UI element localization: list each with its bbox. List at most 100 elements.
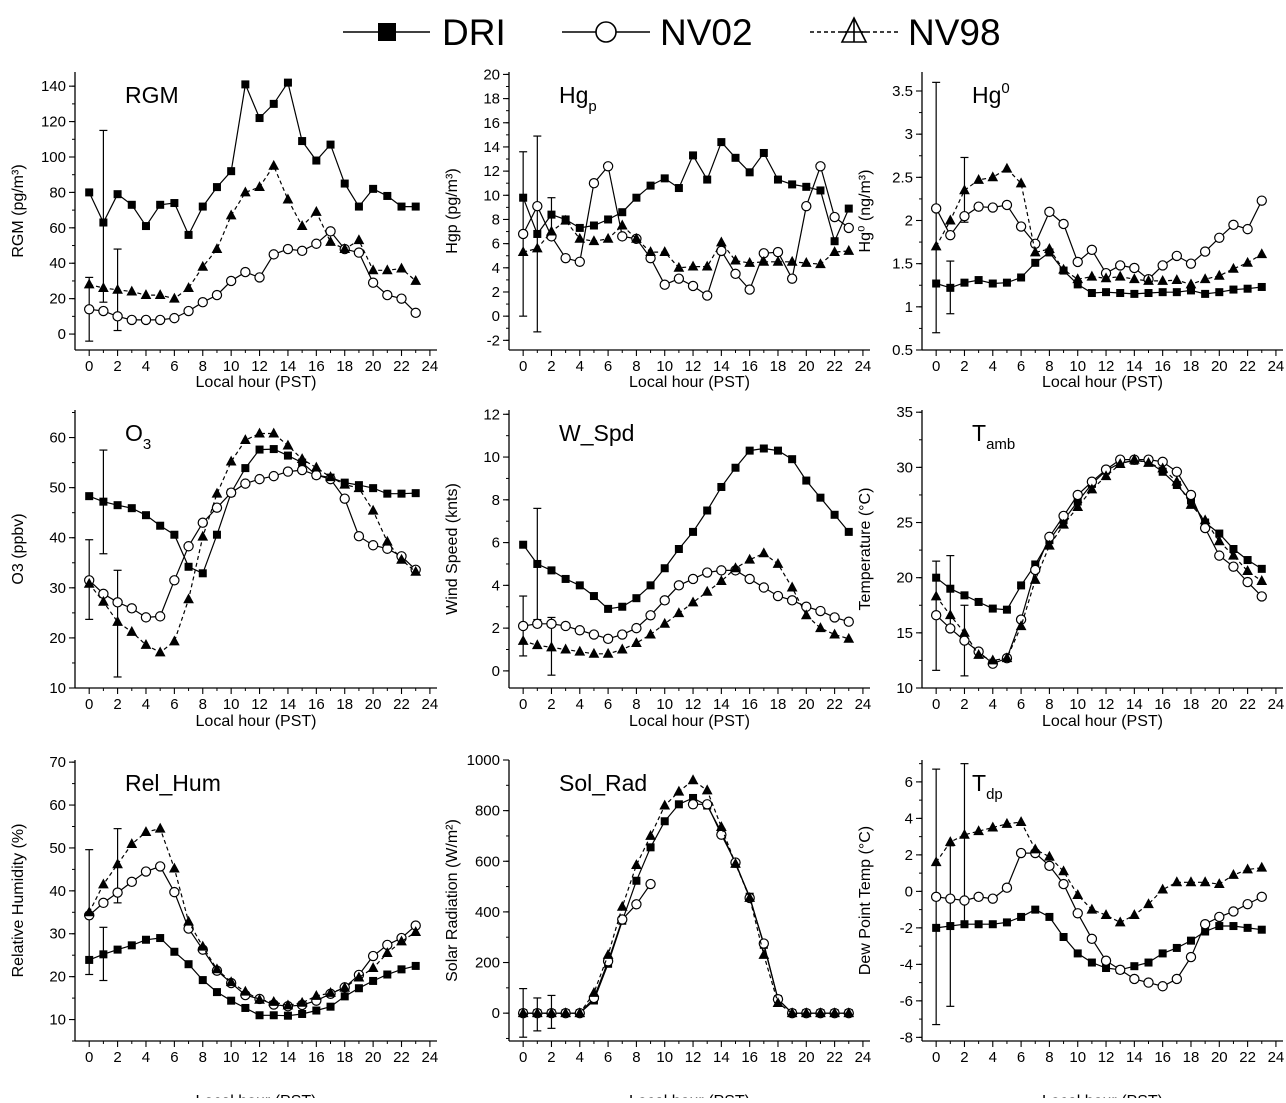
data-point-nv98 [758, 547, 770, 558]
data-point-nv02 [240, 266, 251, 278]
data-point-nv02 [532, 200, 543, 212]
data-point-dri [731, 153, 740, 162]
data-point-nv02 [1015, 847, 1027, 859]
data-point-dri [326, 1002, 335, 1011]
x-tick-label: 24 [855, 696, 872, 713]
data-point-nv02 [588, 177, 600, 189]
x-tick-label: 0 [519, 696, 527, 713]
data-point-dri [383, 489, 392, 498]
data-point-nv98 [154, 646, 166, 657]
x-tick-label: 12 [685, 358, 702, 375]
legend-marker-triangle [840, 16, 868, 43]
data-point-dri [660, 174, 669, 183]
data-point-nv98 [1185, 278, 1197, 289]
series-line-nv98 [523, 219, 849, 269]
x-tick-label: 18 [336, 696, 353, 713]
data-point-nv02 [1100, 955, 1112, 966]
series-nv02 [83, 464, 421, 623]
data-point-nv02 [1072, 489, 1083, 501]
data-point-dri [689, 151, 698, 160]
y-tick-label: 6 [492, 535, 500, 552]
data-point-nv02 [98, 897, 109, 909]
legend-label-dri: DRI [442, 12, 506, 53]
data-point-dri [1031, 258, 1040, 267]
data-point-nv98 [1213, 269, 1225, 280]
data-point-dri [646, 843, 655, 852]
data-point-nv98 [987, 171, 999, 182]
data-point-nv98 [381, 264, 393, 275]
data-point-nv02 [1228, 906, 1239, 917]
x-tick-label: 18 [770, 1049, 787, 1066]
data-point-nv98 [268, 159, 280, 170]
data-point-dri [354, 984, 363, 993]
data-point-dri [184, 960, 193, 969]
data-point-dri [1229, 922, 1238, 931]
series-line-dri [88, 937, 416, 1017]
data-point-nv02 [197, 296, 208, 308]
data-point-nv02 [353, 531, 365, 542]
data-point-dri [269, 99, 278, 108]
x-tick-label: 20 [798, 696, 815, 713]
data-point-dri [255, 1011, 264, 1020]
data-point-nv98 [239, 186, 251, 197]
data-point-nv98 [959, 828, 970, 839]
series-line-dri [936, 908, 1262, 971]
data-point-dri [731, 463, 740, 472]
series-line-dri [522, 140, 850, 243]
data-point-dri [632, 876, 641, 885]
data-point-nv98 [930, 856, 942, 867]
data-point-nv98 [381, 947, 393, 958]
data-point-nv98 [1157, 274, 1169, 285]
data-point-nv98 [1213, 535, 1225, 546]
data-point-dri [1229, 545, 1238, 553]
data-point-dri [170, 530, 179, 539]
data-point-dri [589, 592, 598, 601]
data-point-dri [1017, 581, 1026, 590]
data-point-nv98 [1015, 177, 1027, 188]
data-point-nv98 [1143, 457, 1154, 467]
data-point-nv02 [126, 603, 137, 614]
data-point-dri [298, 137, 307, 146]
data-point-nv02 [772, 590, 784, 602]
data-point-nv98 [973, 648, 984, 659]
x-tick-label: 4 [142, 696, 150, 713]
charts-svg: 0 2 4 6 8 10 12 14 16 18 20 22 24020406080100120140L… [10, 66, 1284, 1103]
x-tick-label: 10 [656, 358, 673, 375]
y-tick-label: 30 [896, 459, 913, 476]
y-tick-label: 20 [483, 66, 500, 83]
data-point-nv02 [126, 876, 137, 888]
data-point-nv02 [744, 573, 755, 585]
data-point-dri [369, 184, 378, 193]
data-point-nv98 [800, 1007, 812, 1018]
x-tick-label: 10 [656, 1049, 673, 1066]
x-tick-label: 22 [826, 1049, 843, 1066]
data-point-dri [703, 506, 712, 515]
x-tick-label: 14 [1126, 696, 1143, 713]
legend-entry-nv02: NV02 [562, 12, 753, 53]
data-point-nv02 [1214, 550, 1225, 561]
data-point-nv98 [701, 784, 713, 795]
data-point-nv02 [1058, 218, 1069, 230]
data-point-nv98 [83, 577, 95, 588]
data-point-nv98 [944, 214, 956, 225]
data-point-nv98 [531, 1007, 543, 1018]
data-point-dri [1172, 288, 1181, 297]
data-point-nv98 [211, 963, 223, 974]
data-point-dri [269, 445, 278, 454]
data-point-nv02 [588, 629, 600, 640]
data-point-nv02 [1242, 898, 1253, 910]
data-point-dri [326, 140, 335, 149]
data-point-nv98 [588, 235, 600, 246]
y-tick-label: 30 [49, 580, 66, 597]
x-tick-label: 10 [223, 358, 240, 375]
series-line-nv98 [523, 552, 849, 655]
data-point-dri [1087, 958, 1096, 967]
y-tick-label: 60 [49, 430, 66, 447]
data-point-nv02 [1114, 964, 1126, 976]
data-point-dri [960, 591, 969, 600]
data-point-nv02 [282, 243, 294, 255]
data-point-dri [85, 955, 94, 964]
y-tick-label: 70 [49, 754, 66, 771]
data-point-dri [689, 793, 698, 802]
y-axis-label: Solar Radiation (W/m²) [444, 819, 461, 982]
